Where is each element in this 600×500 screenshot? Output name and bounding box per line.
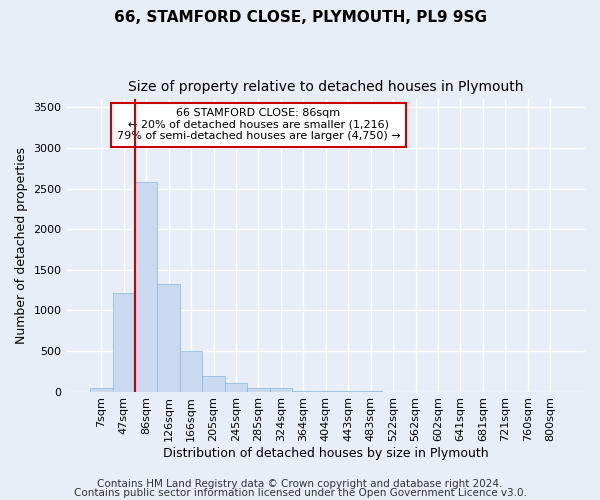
- Y-axis label: Number of detached properties: Number of detached properties: [15, 147, 28, 344]
- Bar: [225, 384, 247, 392]
- X-axis label: Distribution of detached houses by size in Plymouth: Distribution of detached houses by size …: [163, 447, 488, 460]
- Text: 66 STAMFORD CLOSE: 86sqm
← 20% of detached houses are smaller (1,216)
79% of sem: 66 STAMFORD CLOSE: 86sqm ← 20% of detach…: [116, 108, 400, 142]
- Bar: [90, 388, 113, 392]
- Bar: [202, 376, 225, 392]
- Bar: [292, 391, 314, 392]
- Text: Contains public sector information licensed under the Open Government Licence v3: Contains public sector information licen…: [74, 488, 526, 498]
- Bar: [135, 182, 157, 392]
- Bar: [180, 351, 202, 392]
- Bar: [157, 284, 180, 392]
- Bar: [269, 388, 292, 392]
- Bar: [113, 292, 135, 392]
- Text: 66, STAMFORD CLOSE, PLYMOUTH, PL9 9SG: 66, STAMFORD CLOSE, PLYMOUTH, PL9 9SG: [113, 10, 487, 25]
- Bar: [247, 388, 269, 392]
- Title: Size of property relative to detached houses in Plymouth: Size of property relative to detached ho…: [128, 80, 524, 94]
- Text: Contains HM Land Registry data © Crown copyright and database right 2024.: Contains HM Land Registry data © Crown c…: [97, 479, 503, 489]
